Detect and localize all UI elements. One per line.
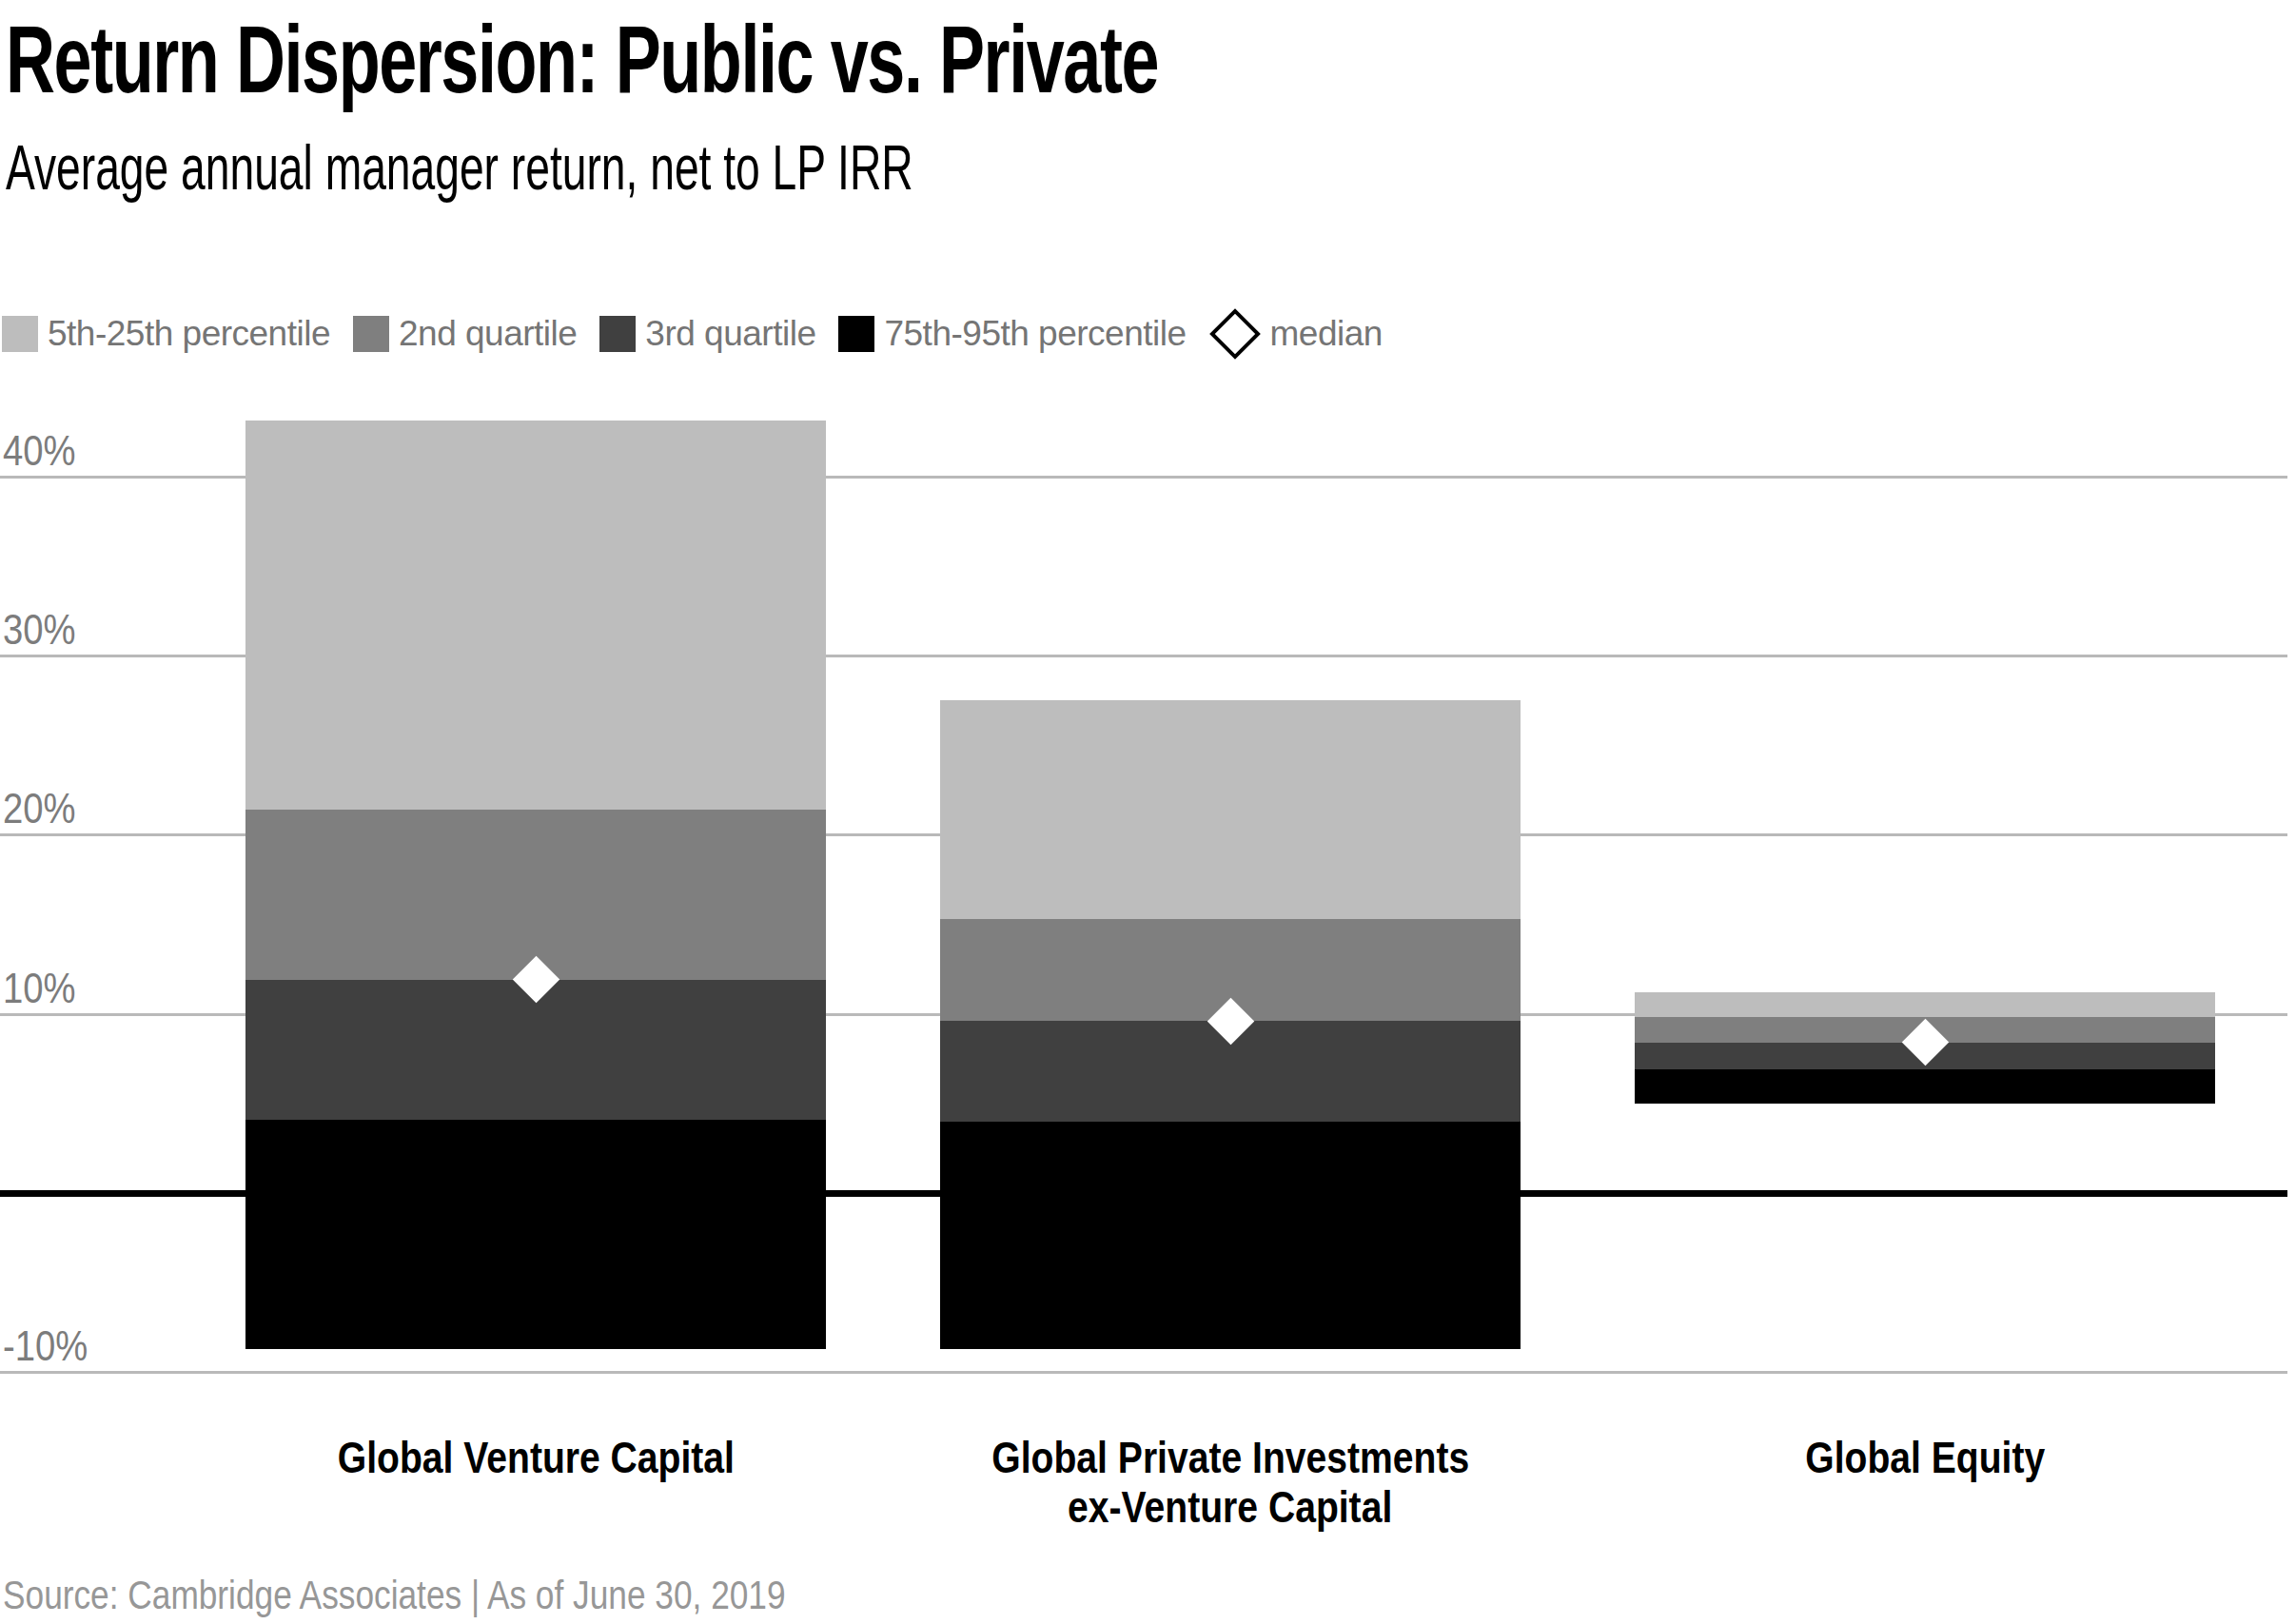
category-label: Global Venture Capital [174,1433,897,1482]
y-tick-label-20: 20% [3,785,88,832]
category-label-text: ex-Venture Capital [1068,1482,1392,1532]
y-tick-label--10: -10% [3,1322,103,1370]
source-note: Source: Cambridge Associates | As of Jun… [3,1570,957,1619]
category-label: Global Private Investmentsex-Venture Cap… [869,1433,1592,1532]
bar-segment-75th-95th-percentile [940,1122,1521,1349]
y-tick-label-10: 10% [3,965,88,1012]
category-label: Global Equity [1563,1433,2286,1482]
bar-segment-75th-95th-percentile [245,1120,826,1349]
category-label-text: Global Venture Capital [337,1433,734,1482]
y-tick-text: -10% [3,1322,88,1370]
chart-canvas: Return Dispersion: Public vs. Private Av… [0,0,2296,1624]
plot-area: 40% 30% 20% 10% -10% Global Venture Capital Gl… [0,0,2296,1624]
y-tick-text: 10% [3,965,76,1012]
bar-segment-2nd-quartile [245,810,826,980]
bar-segment-5th-25th-percentile [940,700,1521,919]
gridline--10 [0,1371,2287,1374]
category-label-text: Global Equity [1805,1433,2045,1482]
category-label-text: Global Private Investments [991,1433,1469,1482]
y-tick-label-40: 40% [3,427,88,475]
bar-segment-5th-25th-percentile [245,421,826,810]
y-tick-text: 40% [3,427,76,475]
source-note-text: Source: Cambridge Associates | As of Jun… [3,1570,786,1619]
bar-segment-75th-95th-percentile [1635,1069,2215,1104]
y-tick-text: 30% [3,606,76,654]
bar-segment-5th-25th-percentile [1635,992,2215,1017]
y-tick-label-30: 30% [3,606,88,654]
y-tick-text: 20% [3,785,76,832]
